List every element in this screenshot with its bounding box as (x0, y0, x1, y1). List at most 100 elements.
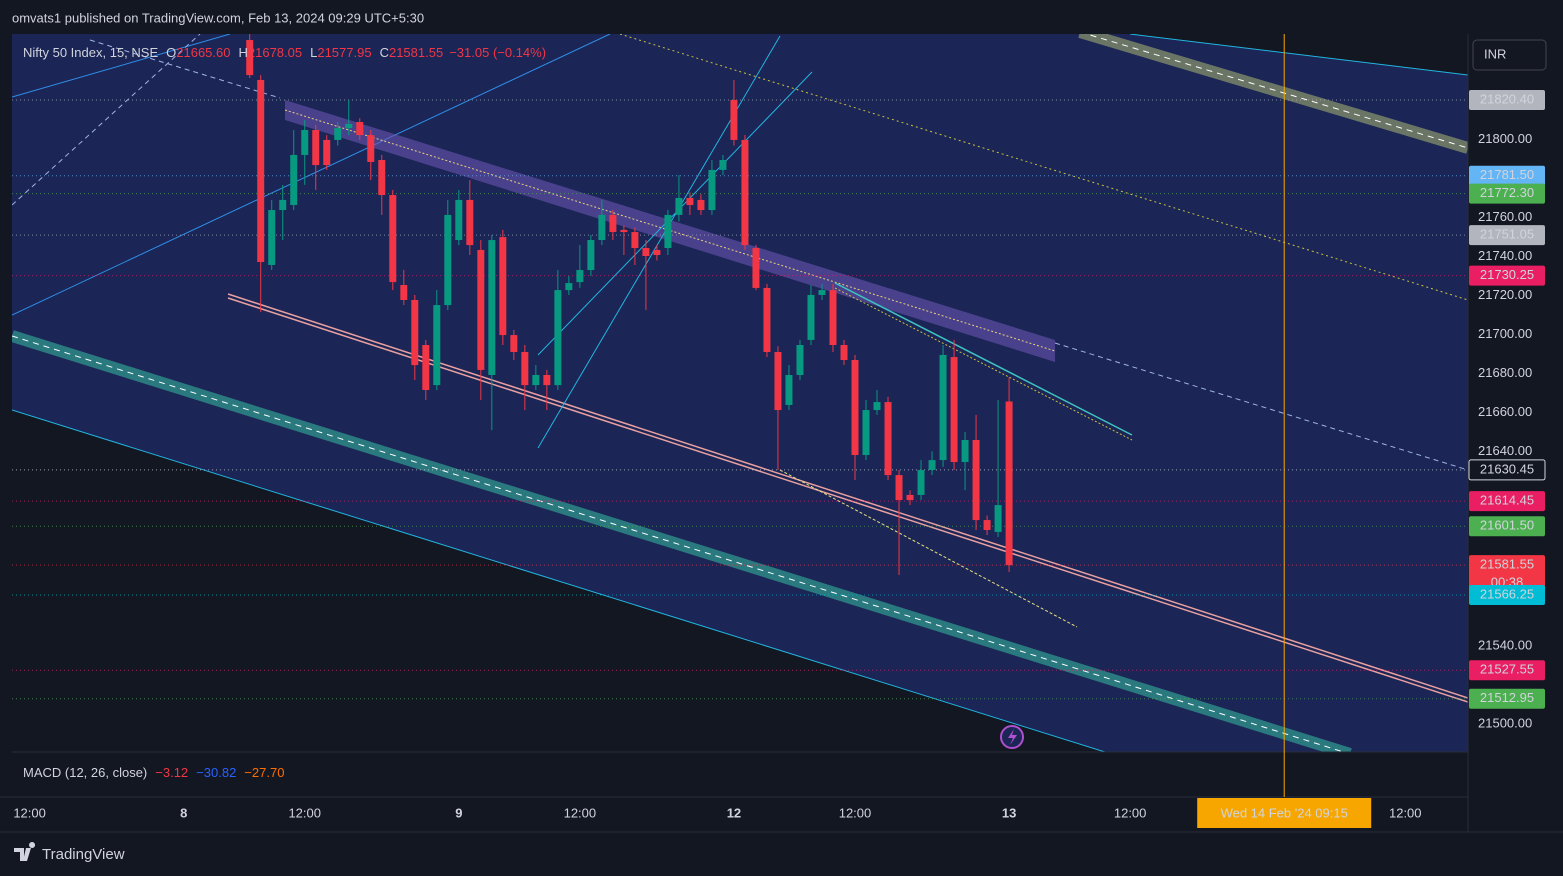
y-tick-label: 21760.00 (1478, 209, 1532, 224)
price-tag-label: 21566.25 (1480, 586, 1534, 601)
candle-body (620, 229, 628, 233)
candle-body (609, 214, 617, 233)
band-mid (1084, 34, 1468, 149)
price-tag (1469, 165, 1545, 186)
candle-body (290, 154, 298, 205)
macd-value: −27.70 (244, 765, 284, 780)
brand-logo (14, 842, 36, 861)
candle-body (455, 199, 463, 241)
header: omvats1 published on TradingView.com, Fe… (12, 10, 424, 25)
channel-line (537, 35, 781, 449)
x-tick-label: 9 (455, 805, 462, 820)
y-tick-label: 21800.00 (1478, 131, 1532, 146)
candle-body (576, 270, 584, 283)
macd-title: MACD (12, 26, close) (23, 765, 147, 780)
candle-body (543, 374, 551, 386)
candle-body (950, 357, 958, 463)
candle-body (466, 199, 474, 246)
channel-line (1129, 34, 1468, 76)
price-tag (1468, 459, 1546, 481)
candle-body (994, 505, 1002, 532)
price-tag-label: 21820.40 (1480, 91, 1534, 106)
candle-body (477, 249, 485, 370)
candle-body (807, 294, 815, 340)
y-tick-label: 21660.00 (1478, 404, 1532, 419)
price-tag-label: 21601.50 (1480, 518, 1534, 533)
candle-body (796, 344, 804, 375)
candle-body (972, 440, 980, 521)
crosshair-label-bg (1197, 798, 1372, 828)
candle-body (268, 210, 276, 265)
y-tick-label: 21740.00 (1478, 248, 1532, 263)
candle-body (741, 139, 749, 246)
candle-body (939, 354, 947, 461)
candle-body (840, 344, 848, 360)
candle-body (763, 287, 771, 353)
candle-body (851, 359, 859, 456)
dashed-line (89, 39, 281, 99)
macd-legend: MACD (12, 26, close) −3.12 −30.82 −27.70 (23, 765, 284, 780)
candle-body (488, 240, 496, 375)
candle-body (785, 374, 793, 405)
price-tag (1469, 555, 1545, 594)
candle-body (433, 305, 441, 386)
candle-body (752, 248, 760, 288)
y-tick-label: 21680.00 (1478, 365, 1532, 380)
price-tag (1469, 265, 1545, 286)
candle-body (642, 248, 650, 257)
x-tick-label: 12:00 (1389, 805, 1422, 820)
x-tick-label: 12:00 (564, 805, 597, 820)
symbol: Nifty 50 Index, 15, NSE (23, 45, 158, 60)
price-tag (1469, 660, 1545, 681)
alert-bolt (1008, 729, 1017, 745)
candle-body (323, 139, 331, 166)
candle-body (378, 159, 386, 196)
price-tag (1469, 516, 1545, 537)
candle-body (565, 283, 573, 291)
candle-body (532, 374, 540, 386)
x-tick-label: 12:00 (288, 805, 321, 820)
y-tick-label: 21720.00 (1478, 287, 1532, 302)
price-tag (1469, 491, 1545, 512)
candle-body (301, 130, 309, 155)
candle-body (774, 352, 782, 411)
drawings (12, 34, 1468, 752)
x-tick-label: 12 (727, 805, 741, 820)
brand: TradingView (42, 846, 125, 863)
dashed-line (779, 469, 1078, 628)
candle-body (246, 40, 254, 76)
candle-body (422, 344, 430, 390)
band-mid (12, 335, 1346, 752)
candle-body (257, 79, 265, 263)
candle-body (697, 199, 705, 211)
currency-button[interactable] (1472, 39, 1547, 71)
ohlc-value: 21665.60 (176, 45, 230, 60)
ohlc-label: L (310, 45, 317, 60)
candle-body (829, 290, 837, 345)
price-tag (1469, 688, 1545, 709)
candle-body (345, 123, 353, 129)
candle-body (279, 199, 287, 211)
y-tick-label: 21500.00 (1478, 715, 1532, 730)
candle-body (1005, 401, 1013, 566)
candle-body (411, 300, 419, 366)
dashed-line (1054, 342, 1468, 471)
candle-body (675, 197, 683, 215)
candle-body (367, 135, 375, 162)
y-tick-label: 21640.00 (1478, 443, 1532, 458)
candle-body (862, 410, 870, 456)
currency[interactable]: INR (1484, 46, 1506, 61)
plot (12, 34, 1468, 700)
candle-body (884, 402, 892, 476)
ohlc-label: H (238, 45, 247, 60)
macd-value: −30.82 (196, 765, 236, 780)
price-tag-label: 21781.50 (1480, 167, 1534, 182)
price-tag-label: 21527.55 (1480, 662, 1534, 677)
dotted-line (619, 34, 1468, 301)
price-tag (1469, 225, 1545, 246)
candle-body (708, 169, 716, 211)
price-tag (1469, 90, 1545, 111)
y-tick-label: 21700.00 (1478, 326, 1532, 341)
x-tick-label: 12:00 (839, 805, 872, 820)
